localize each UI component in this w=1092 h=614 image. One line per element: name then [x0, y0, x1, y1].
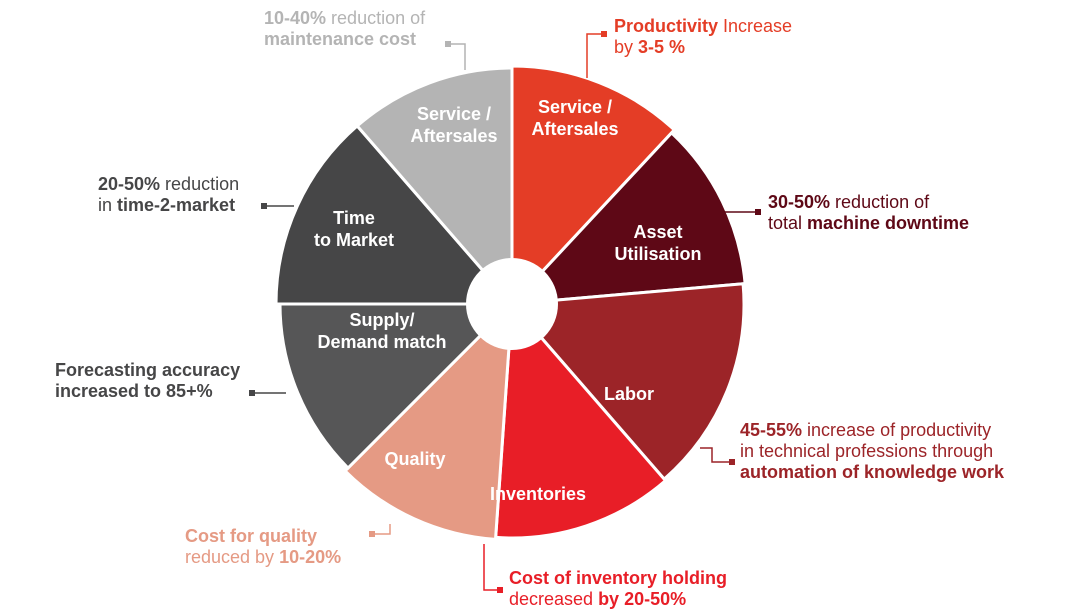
- segment-supply: [278, 302, 516, 471]
- segment-label-line: Inventories: [490, 484, 586, 504]
- segment-label-line: Quality: [384, 449, 445, 469]
- connector-marker: [261, 203, 267, 209]
- segment-label-service-right: Service / Aftersales: [531, 97, 618, 139]
- annotation-productivity: Productivity Increase by 3-5 %: [614, 16, 793, 57]
- segment-label-line: Time: [333, 208, 375, 228]
- segment-label-line: Labor: [604, 384, 654, 404]
- annotation-forecast: Forecasting accuracy increased to 85+%: [55, 360, 241, 401]
- segment-label-line: Aftersales: [410, 126, 497, 146]
- connector-marker: [249, 390, 255, 396]
- segment-time: [274, 123, 516, 306]
- connector-marker: [369, 531, 375, 537]
- segment-quality: [342, 300, 514, 542]
- segment-label-labor: Labor: [604, 384, 654, 404]
- annotation-maintenance: 10-40% reduction of maintenance cost: [264, 8, 426, 49]
- segment-label-service-left: Service / Aftersales: [410, 104, 497, 146]
- connector-marker: [755, 209, 761, 215]
- segment-label-line: Utilisation: [614, 244, 701, 264]
- segment-label-line: Aftersales: [531, 119, 618, 139]
- segment-label-quality: Quality: [384, 449, 445, 469]
- annotation-labor: 45-55% increase of productivity in techn…: [740, 420, 1005, 482]
- connector-marker: [601, 31, 607, 37]
- center-hole: [466, 258, 558, 350]
- connector-line: [483, 544, 500, 591]
- segment-label-line: Service /: [538, 97, 612, 117]
- annotation-inventory: Cost of inventory holding decreased by 2…: [509, 568, 727, 609]
- annotation-time2market: 20-50% reduction in time-2-market: [98, 174, 240, 215]
- segment-label-line: to Market: [314, 230, 394, 250]
- connector-line: [372, 524, 391, 535]
- segment-asset: [508, 130, 747, 306]
- segment-label-asset: Asset Utilisation: [614, 222, 701, 264]
- connector-marker: [497, 587, 503, 593]
- segment-label-time: Time to Market: [314, 208, 394, 250]
- annotation-quality: Cost for quality reduced by 10-20%: [185, 526, 342, 567]
- segment-label-line: Service /: [417, 104, 491, 124]
- segment-inventories: [494, 300, 668, 540]
- annotation-downtime: 30-50% reduction of total machine downti…: [768, 192, 970, 233]
- connector-line: [586, 33, 604, 78]
- segment-label-inventories: Inventories: [490, 484, 586, 504]
- segment-labor: [508, 282, 746, 482]
- connector-marker: [729, 459, 735, 465]
- connector-marker: [445, 41, 451, 47]
- connector-line: [700, 447, 732, 463]
- segment-label-line: Supply/: [349, 310, 414, 330]
- segment-label-line: Asset: [633, 222, 682, 242]
- segment-label-line: Demand match: [317, 332, 446, 352]
- connector-line: [448, 43, 466, 70]
- segment-service-right: [510, 64, 677, 308]
- segment-label-supply: Supply/Demand match: [317, 310, 446, 352]
- segment-service-left: [355, 66, 514, 309]
